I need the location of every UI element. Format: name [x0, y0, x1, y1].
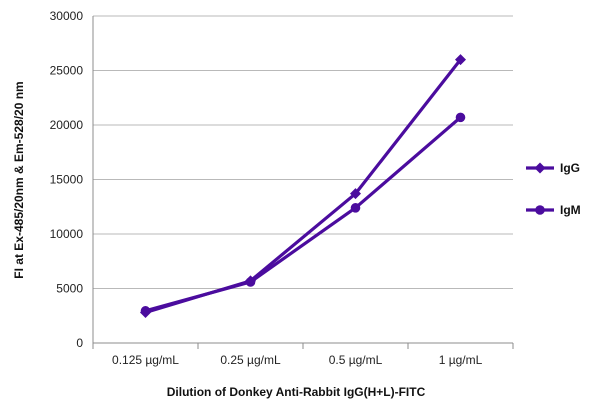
data-point-igm — [350, 203, 361, 213]
x-axis-title: Dilution of Donkey Anti-Rabbit IgG(H+L)-… — [167, 385, 426, 399]
y-tick-label: 10000 — [50, 227, 84, 241]
x-tick-label: 0.5 µg/mL — [329, 353, 383, 367]
y-tick-labels: 0 5000 10000 15000 20000 25000 30000 — [50, 9, 84, 350]
x-tick-label: 0.125 µg/mL — [112, 353, 179, 367]
series-igg — [140, 54, 466, 318]
legend-item-igm: IgM — [526, 203, 581, 217]
axes — [92, 16, 514, 349]
y-tick-label: 0 — [76, 336, 83, 350]
legend-marker-igm — [535, 205, 545, 215]
legend-item-igg: IgG — [526, 161, 580, 175]
y-tick-label: 15000 — [50, 173, 84, 187]
legend-label-igm: IgM — [560, 203, 581, 217]
series-lines — [140, 54, 466, 318]
x-tick-labels: 0.125 µg/mL 0.25 µg/mL 0.5 µg/mL 1 µg/mL — [112, 353, 483, 367]
gridlines — [93, 15, 513, 289]
x-tick-label: 0.25 µg/mL — [220, 353, 281, 367]
y-tick-label: 30000 — [50, 9, 84, 23]
y-tick-label: 20000 — [50, 118, 84, 132]
data-point-igm — [455, 112, 466, 123]
data-point-igg — [455, 54, 466, 66]
y-tick-label: 25000 — [50, 64, 84, 78]
x-tick-label: 1 µg/mL — [439, 353, 483, 367]
legend: IgG IgM — [526, 161, 581, 217]
data-point-igm — [245, 277, 256, 287]
y-tick-label: 5000 — [56, 282, 83, 296]
legend-label-igg: IgG — [560, 161, 580, 175]
data-point-igg — [350, 188, 361, 200]
series-line-igm — [145, 116, 462, 313]
legend-marker-igg — [534, 162, 546, 174]
data-point-igm — [140, 306, 151, 316]
series-line-igg — [145, 58, 462, 315]
series-igm — [140, 112, 466, 316]
y-axis-title: FI at Ex-485/20nm & Em-528/20 nm — [12, 81, 26, 278]
